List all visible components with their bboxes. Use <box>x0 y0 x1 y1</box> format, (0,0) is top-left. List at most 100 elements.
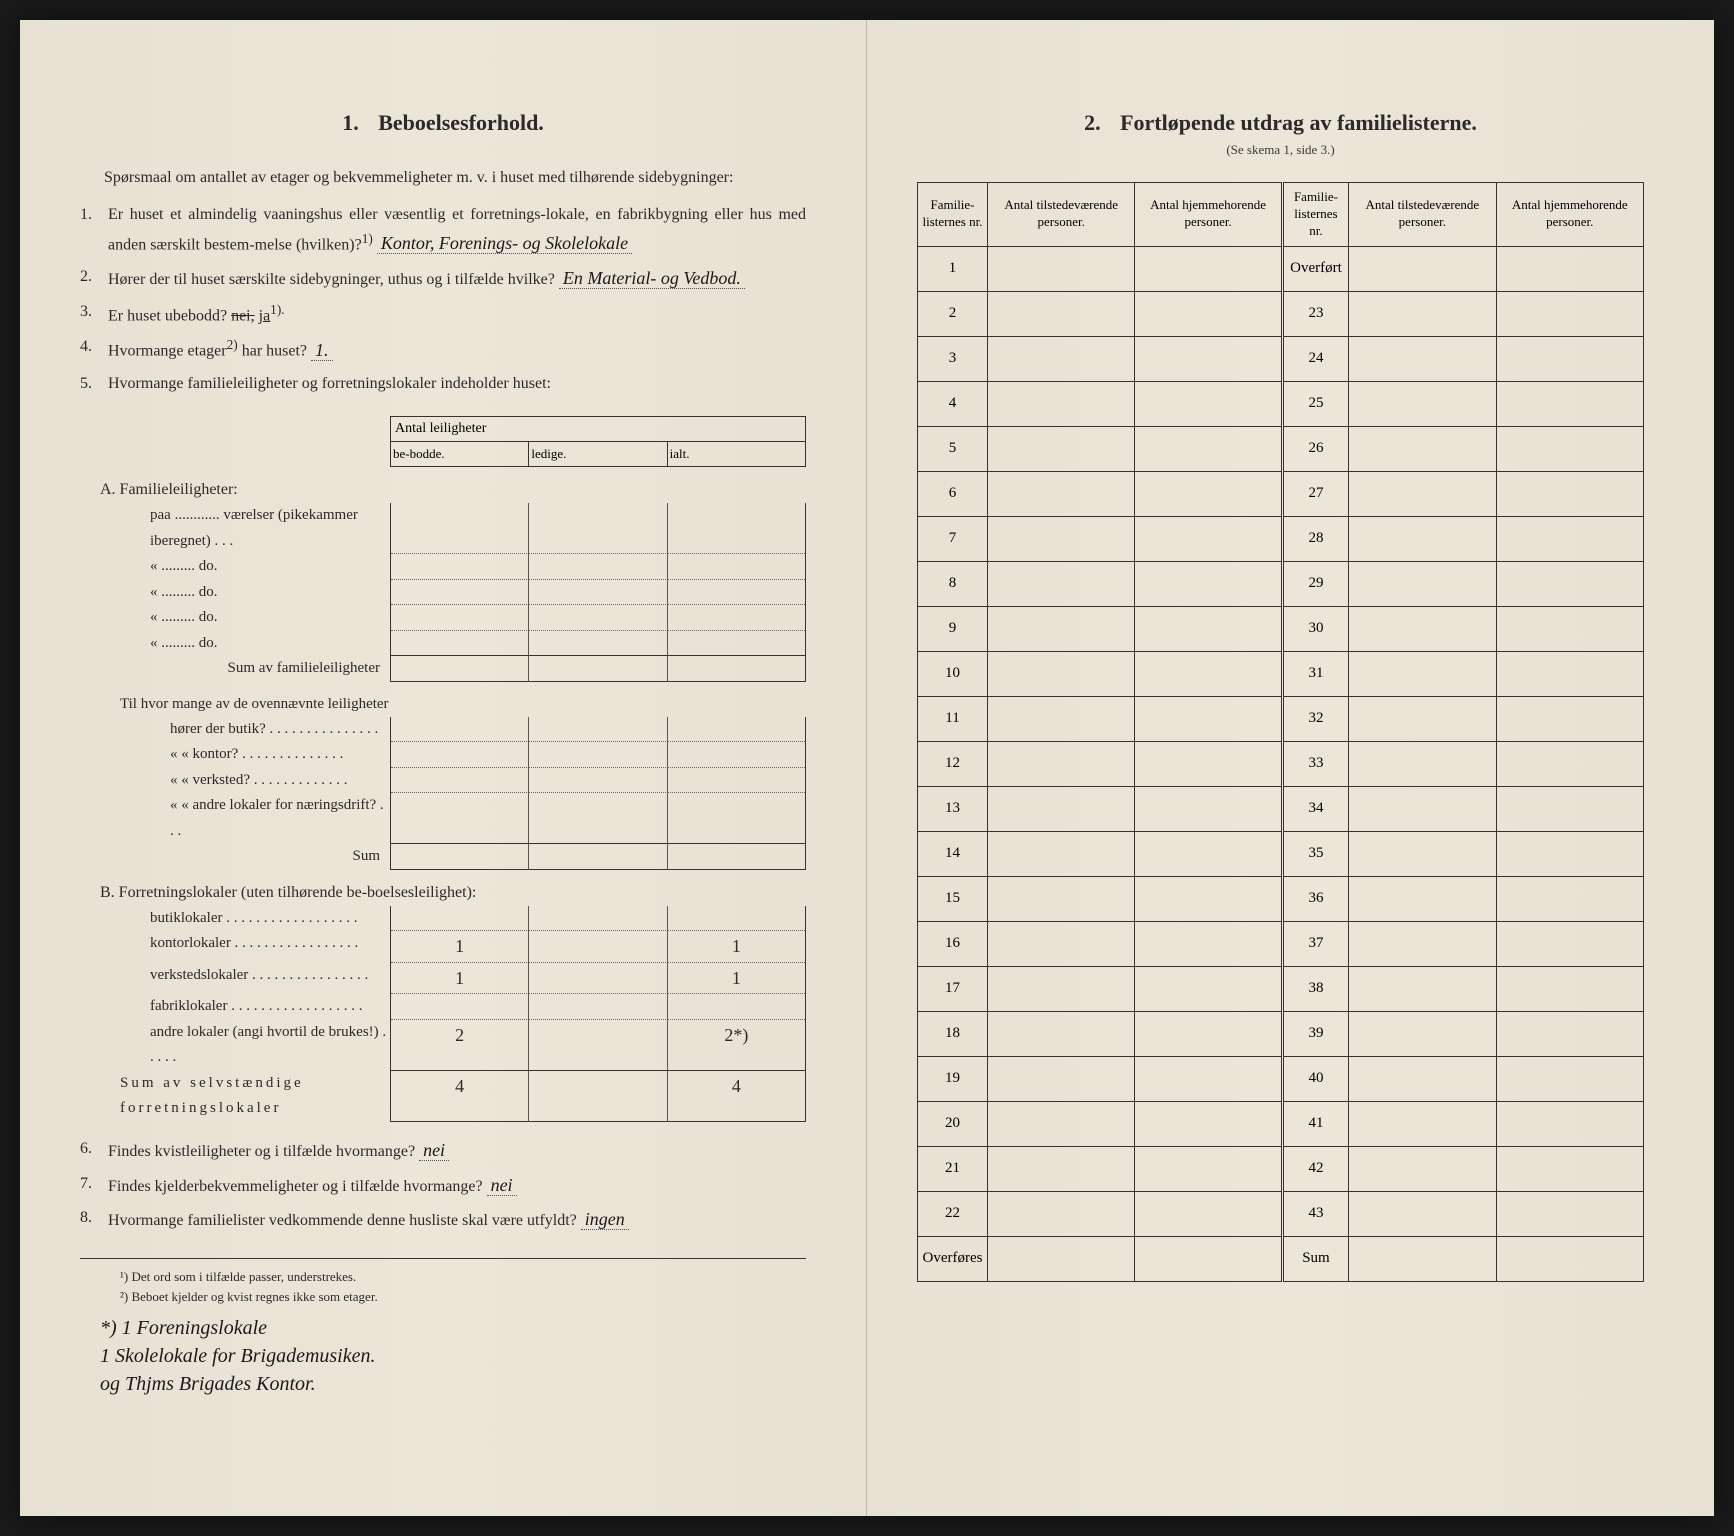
footnote-1: ¹) Det ord som i tilfælde passer, unders… <box>120 1267 806 1287</box>
table-row: 1839 <box>918 1011 1644 1056</box>
cell-tilstede-right <box>1349 876 1496 921</box>
cell-hjemme-right <box>1496 516 1643 561</box>
cell-tilstede-left <box>987 966 1134 1011</box>
cell-tilstede-left <box>987 426 1134 471</box>
cell-tilstede-right <box>1349 831 1496 876</box>
cell-hjemme-left <box>1135 1191 1282 1236</box>
cell-tilstede-left <box>987 786 1134 831</box>
cell-nr-right: 40 <box>1282 1056 1348 1101</box>
q5-col3: ialt. <box>668 442 805 466</box>
cell-tilstede-left <box>987 696 1134 741</box>
q5-sumb: Sum av selvstændige forretningslokaler <box>80 1071 390 1122</box>
cell-hjemme-right <box>1496 786 1643 831</box>
cell-tilstede-right <box>1349 1056 1496 1101</box>
q3-text: Er huset ubebodd? <box>108 307 227 324</box>
q7-num: 7. <box>80 1171 92 1197</box>
cell-nr-right: 24 <box>1282 336 1348 381</box>
right-page: 2. Fortløpende utdrag av familielisterne… <box>867 20 1714 1516</box>
cell-nr-left: 22 <box>918 1191 988 1236</box>
right-section-title: 2. Fortløpende utdrag av familielisterne… <box>917 110 1644 136</box>
table-row: 425 <box>918 381 1644 426</box>
cell-hjemme-right <box>1496 1011 1643 1056</box>
q5-col2: ledige. <box>529 442 667 466</box>
cell-tilstede-left <box>987 471 1134 516</box>
cell-nr-right: 33 <box>1282 741 1348 786</box>
cell-hjemme-right <box>1496 921 1643 966</box>
cell-hjemme-right <box>1496 876 1643 921</box>
q5-mid1: hører der butik? . . . . . . . . . . . .… <box>80 717 390 743</box>
q5-col-headers: be-bodde. ledige. ialt. <box>391 442 805 466</box>
q2-answer: En Material- og Vedbod. <box>559 268 745 289</box>
table-row: 6 27 <box>918 471 1644 516</box>
question-1: 1. Er huset et almindelig vaaningshus el… <box>108 202 806 258</box>
cell-overfores: Overføres <box>918 1236 988 1281</box>
cell-hjemme-left <box>1135 381 1282 426</box>
q5-mid-intro-text: Til hvor mange av de ovennævnte leilighe… <box>120 696 389 712</box>
q4-text2: har huset? <box>238 343 307 360</box>
cell-hjemme-left <box>1135 651 1282 696</box>
cell-tilstede-left <box>987 246 1134 291</box>
q5-text: Hvormange familieleiligheter og forretni… <box>108 375 551 392</box>
cell-tilstede-right <box>1349 606 1496 651</box>
q5-b2-v3: 1 <box>668 931 805 963</box>
table-row: 1637 <box>918 921 1644 966</box>
q6-num: 6. <box>80 1136 92 1162</box>
cell-tilstede-left <box>987 651 1134 696</box>
cell-tilstede-right <box>1349 966 1496 1011</box>
cell-nr-right: 42 <box>1282 1146 1348 1191</box>
cell-hjemme-left <box>1135 876 1282 921</box>
cell-nr-right: 27 <box>1282 471 1348 516</box>
cell-hjemme-right <box>1496 336 1643 381</box>
q5-b2-v1: 1 <box>391 931 529 963</box>
cell-nr-left: 6 <box>918 471 988 516</box>
q5-b4: fabriklokaler . . . . . . . . . . . . . … <box>80 994 390 1020</box>
q5-row-a4: « ......... do. <box>80 605 806 631</box>
q5-a4-label: « ......... do. <box>80 605 390 631</box>
q5-section-a: A. Familieleiligheter: paa ............ … <box>80 481 806 1122</box>
cell-hjemme-left <box>1135 741 1282 786</box>
right-section-title-text: Fortløpende utdrag av familielisterne. <box>1120 110 1477 135</box>
table-row: 1Overført <box>918 246 1644 291</box>
cell-hjemme-left <box>1135 426 1282 471</box>
cell-nr-left: 10 <box>918 651 988 696</box>
q8-num: 8. <box>80 1205 92 1231</box>
cell-nr-left: 18 <box>918 1011 988 1056</box>
cell-tilstede-left <box>987 381 1134 426</box>
cell-nr-left: 12 <box>918 741 988 786</box>
q3-struck: nei, <box>231 307 255 324</box>
cell-nr-left: 19 <box>918 1056 988 1101</box>
cell-nr-left: 15 <box>918 876 988 921</box>
cell-hjemme-left <box>1135 291 1282 336</box>
cell-hjemme-left <box>1135 1056 1282 1101</box>
cell-tilstede-right <box>1349 291 1496 336</box>
hdr-nr-2: Familie-listernes nr. <box>1282 183 1348 247</box>
table-body: 1Overført2233244255266277288299301031113… <box>918 246 1644 1281</box>
q5-a5-label: « ......... do. <box>80 631 390 657</box>
cell-tilstede-left <box>987 1146 1134 1191</box>
cell-hjemme-right <box>1496 831 1643 876</box>
cell-hjemme-left <box>1135 831 1282 876</box>
q5-a2-label: « ......... do. <box>80 554 390 580</box>
q4-sup: 2) <box>227 337 238 352</box>
hdr-tilstede-2: Antal tilstedeværende personer. <box>1349 183 1496 247</box>
q5-a1-label: paa ............ værelser (pikekammer ib… <box>80 503 390 554</box>
cell-tilstede-left <box>987 606 1134 651</box>
cell-tilstede-left <box>987 1101 1134 1146</box>
cell-hjemme-right <box>1496 471 1643 516</box>
cell-nr-right: 29 <box>1282 561 1348 606</box>
cell-nr-right: 37 <box>1282 921 1348 966</box>
cell-nr-right: 34 <box>1282 786 1348 831</box>
cell-nr-left: 4 <box>918 381 988 426</box>
q1-answer: Kontor, Forenings- og Skolelokale <box>377 233 632 254</box>
q5-sum-a: Sum av familieleiligheter <box>80 656 806 682</box>
q2-num: 2. <box>80 264 92 290</box>
cell-nr-right: 31 <box>1282 651 1348 696</box>
cell-tilstede-right <box>1349 921 1496 966</box>
cell-nr-left: 5 <box>918 426 988 471</box>
cell-hjemme-right <box>1496 561 1643 606</box>
cell-tilstede-right <box>1349 561 1496 606</box>
q4-text: Hvormange etager <box>108 343 227 360</box>
cell-hjemme-left <box>1135 606 1282 651</box>
q3-answer: ja <box>259 307 271 324</box>
cell-nr-right: 36 <box>1282 876 1348 921</box>
